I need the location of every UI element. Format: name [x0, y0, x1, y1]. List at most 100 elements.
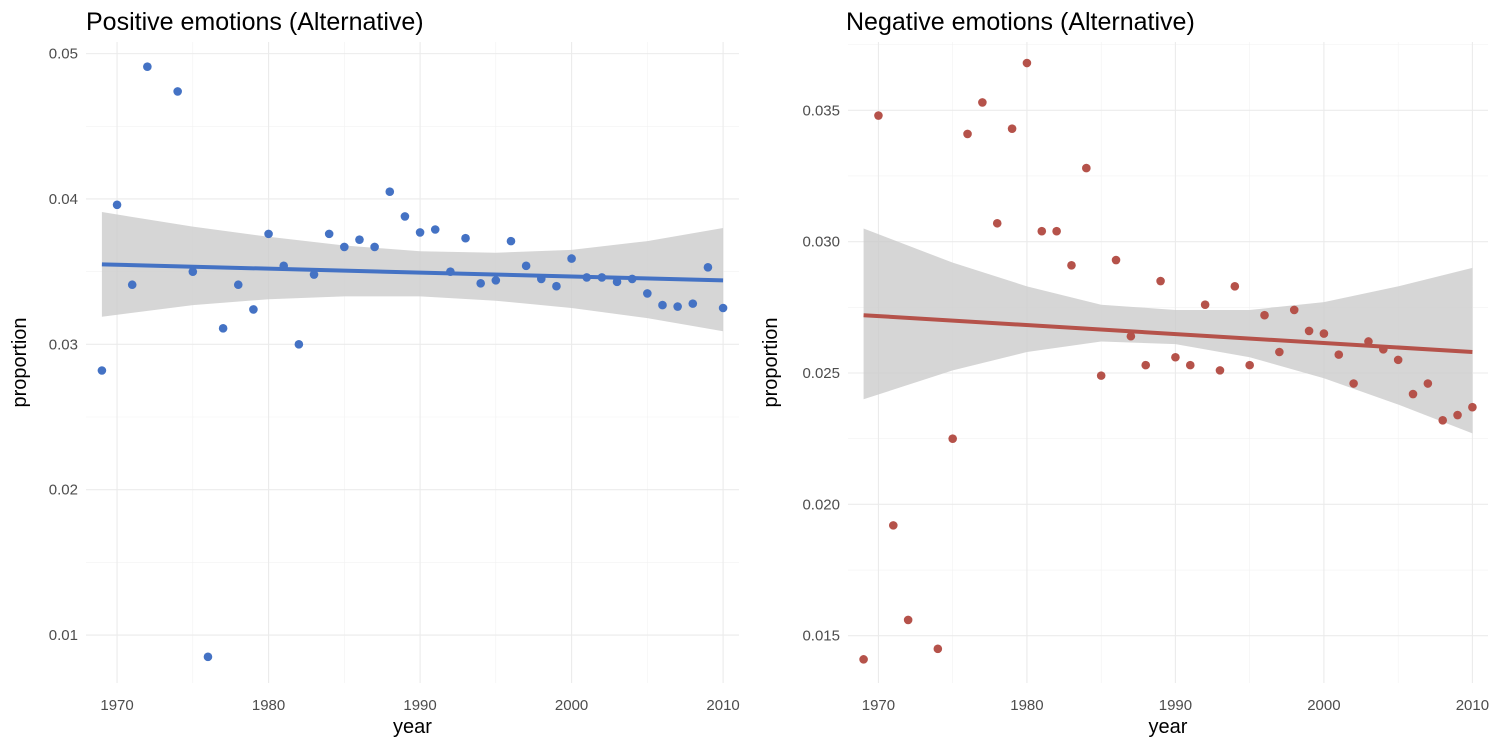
data-point	[1052, 226, 1061, 236]
data-point	[992, 218, 1002, 228]
chart-title: Positive emotions (Alternative)	[86, 8, 424, 36]
trend-line	[101, 262, 724, 283]
data-point	[1349, 379, 1358, 388]
data-point	[1423, 379, 1433, 388]
data-point	[415, 228, 425, 237]
data-point	[461, 233, 470, 243]
data-point	[1007, 124, 1017, 133]
y-tick-label: 0.01	[49, 627, 78, 644]
data-point	[340, 242, 349, 252]
x-tick-label: 1980	[1010, 697, 1043, 714]
data-point	[1275, 347, 1284, 357]
data-point	[1408, 389, 1418, 399]
y-tick-label: 0.04	[49, 191, 78, 208]
data-point	[188, 267, 198, 276]
data-point	[903, 615, 913, 625]
data-point	[1230, 282, 1240, 291]
data-point	[1082, 163, 1091, 173]
data-point	[203, 652, 213, 662]
data-point	[643, 289, 652, 298]
data-point	[218, 324, 228, 333]
data-point	[1319, 329, 1329, 338]
data-point	[97, 366, 107, 375]
data-point	[673, 302, 682, 311]
y-tick-label: 0.05	[49, 46, 78, 63]
data-point	[1126, 331, 1136, 341]
data-point	[1289, 305, 1299, 315]
data-point	[688, 299, 698, 308]
y-tick-label: 0.035	[802, 102, 840, 119]
data-point	[718, 303, 728, 313]
x-tick-label: 2000	[1307, 697, 1340, 714]
negative-emotions-panel: 1970 1980 1990 2000 2010 0.015 0.020 0.025 0.030…	[760, 8, 1489, 738]
data-point	[888, 521, 898, 530]
data-point	[309, 270, 319, 279]
data-point	[859, 655, 868, 664]
y-tick-label: 0.02	[49, 482, 78, 499]
data-point	[1215, 366, 1225, 375]
data-point	[324, 229, 334, 239]
y-tick-label: 0.025	[802, 365, 840, 382]
data-point	[112, 200, 122, 210]
trend-line	[863, 313, 1473, 354]
data-point	[385, 187, 395, 197]
data-point	[127, 280, 137, 290]
data-point	[249, 305, 258, 314]
x-axis-label: year	[1149, 716, 1188, 738]
positive-emotions-panel: 1970 1980 1990 2000 2010 0.01 0.02 0.03 0.04 0.05…	[9, 8, 740, 738]
data-point	[948, 434, 957, 443]
data-point	[703, 262, 713, 272]
x-tick-label: 2010	[1456, 697, 1489, 714]
data-point	[1037, 226, 1047, 236]
data-point	[264, 229, 273, 239]
data-point	[430, 225, 440, 234]
data-point	[658, 300, 667, 310]
data-point	[491, 276, 501, 285]
x-tick-label: 2000	[555, 697, 588, 714]
data-point	[1334, 350, 1344, 359]
data-point	[978, 98, 987, 107]
data-point	[294, 340, 304, 349]
data-point	[1185, 360, 1195, 370]
data-point	[1438, 415, 1448, 425]
data-point	[1304, 326, 1314, 336]
data-point	[933, 644, 943, 654]
data-point	[1453, 410, 1462, 420]
data-point	[370, 242, 379, 252]
data-point	[874, 111, 883, 120]
x-tick-label: 1980	[252, 697, 285, 714]
data-point	[1171, 352, 1180, 362]
data-point	[552, 281, 561, 291]
data-point	[567, 254, 576, 263]
data-point	[1096, 371, 1106, 380]
data-point	[355, 235, 364, 244]
data-point	[233, 280, 243, 290]
data-point	[1156, 276, 1165, 286]
y-tick-label: 0.03	[49, 336, 78, 353]
x-axis-label: year	[393, 716, 432, 738]
y-axis-label: proportion	[9, 317, 31, 407]
data-point	[1141, 360, 1151, 370]
data-point	[143, 62, 152, 72]
confidence-band	[863, 228, 1473, 434]
data-point	[506, 236, 516, 246]
x-tick-label: 1970	[862, 697, 895, 714]
data-point	[1393, 355, 1403, 365]
data-point	[1022, 58, 1032, 68]
x-tick-label: 2010	[706, 697, 739, 714]
data-point	[173, 87, 182, 96]
x-tick-label: 1990	[403, 697, 436, 714]
data-point	[1245, 360, 1254, 370]
data-point	[1260, 310, 1269, 320]
data-point	[1111, 255, 1121, 265]
data-point	[400, 212, 410, 221]
data-point	[521, 261, 531, 271]
y-axis-label: proportion	[760, 317, 782, 407]
chart-title: Negative emotions (Alternative)	[846, 8, 1195, 36]
data-point	[1067, 260, 1076, 270]
data-point	[1200, 300, 1210, 310]
x-tick-label: 1970	[100, 697, 133, 714]
y-tick-label: 0.030	[802, 234, 840, 251]
x-tick-label: 1990	[1159, 697, 1192, 714]
